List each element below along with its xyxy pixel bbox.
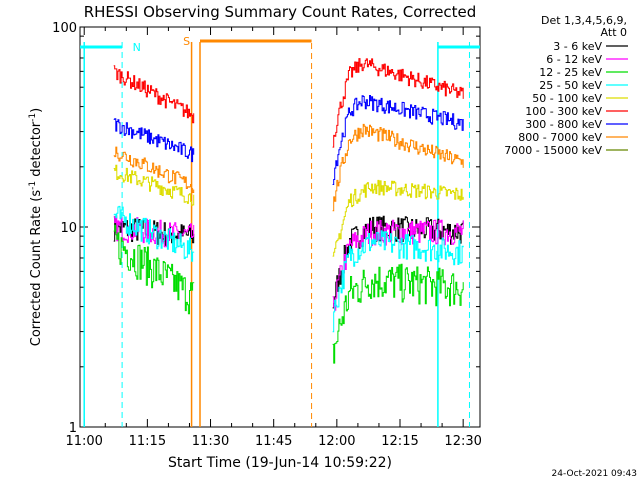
series-25-50-kev-part1 (113, 205, 195, 262)
x-tick-label: 11:30 (192, 434, 229, 449)
series-6-12-kev-part2 (332, 219, 464, 311)
y-label-mid: detector (29, 121, 44, 181)
y-label-sup1: -1 (28, 181, 38, 190)
x-axis-label: Start Time (19-Jun-14 10:59:22) (168, 455, 392, 471)
legend-label: 25 - 50 keV (539, 79, 602, 92)
x-tick-label: 12:15 (381, 434, 418, 449)
ticks-layer: 1 10 100 11:00 11:15 11:30 11:45 12:00 12:15 12:3… (52, 21, 482, 449)
y-tick-label: 1 (69, 421, 77, 436)
y-tick-label: 10 (60, 221, 77, 236)
footer-timestamp: 24-Oct-2021 09:43 (552, 469, 637, 479)
y-label-main: Corrected Count Rate (s (29, 190, 44, 347)
legend-label: 50 - 100 keV (532, 92, 602, 105)
night-annotation: N (133, 41, 141, 54)
series-50-100-kev-part2 (332, 179, 464, 257)
legend-label: 800 - 7000 keV (518, 131, 602, 144)
series-layer (113, 58, 464, 364)
x-tick-label: 11:45 (255, 434, 292, 449)
legend-label: 6 - 12 keV (546, 53, 602, 66)
series-12-25-kev-part2 (332, 263, 464, 364)
series-50-100-kev-part1 (113, 164, 195, 206)
legend-label: 12 - 25 keV (539, 66, 602, 79)
series-300-800-kev-part1 (113, 118, 195, 163)
legend-label: 7000 - 15000 keV (504, 144, 602, 157)
x-tick-label: 11:00 (65, 434, 102, 449)
y-tick-label: 100 (52, 21, 77, 36)
y-label-sup2: -1 (28, 113, 38, 122)
chart-title: RHESSI Observing Summary Count Rates, Co… (84, 3, 477, 21)
series-12-25-kev-part1 (113, 224, 195, 315)
legend-label: 3 - 6 keV (553, 40, 602, 53)
y-axis-label: Corrected Count Rate (s-1 detector-1) (28, 108, 44, 346)
x-tick-label: 12:30 (444, 434, 481, 449)
x-tick-label: 11:15 (129, 434, 166, 449)
legend-label: 300 - 800 keV (525, 118, 602, 131)
series-100-300-kev-part2 (332, 58, 464, 148)
y-label-end: ) (29, 108, 44, 113)
saa-annotation: S (183, 35, 190, 48)
series-100-300-kev-part1 (113, 65, 195, 124)
series-800-7000-kev-part1 (113, 146, 195, 193)
legend-label: 100 - 300 keV (525, 105, 602, 118)
series-300-800-kev-part2 (332, 95, 464, 185)
x-tick-label: 12:00 (318, 434, 355, 449)
series-25-50-kev-part2 (332, 230, 464, 333)
legend-header: Att 0 (601, 26, 627, 39)
series-800-7000-kev-part2 (332, 123, 464, 212)
legend-header: Det 1,3,4,5,6,9, (541, 14, 627, 27)
